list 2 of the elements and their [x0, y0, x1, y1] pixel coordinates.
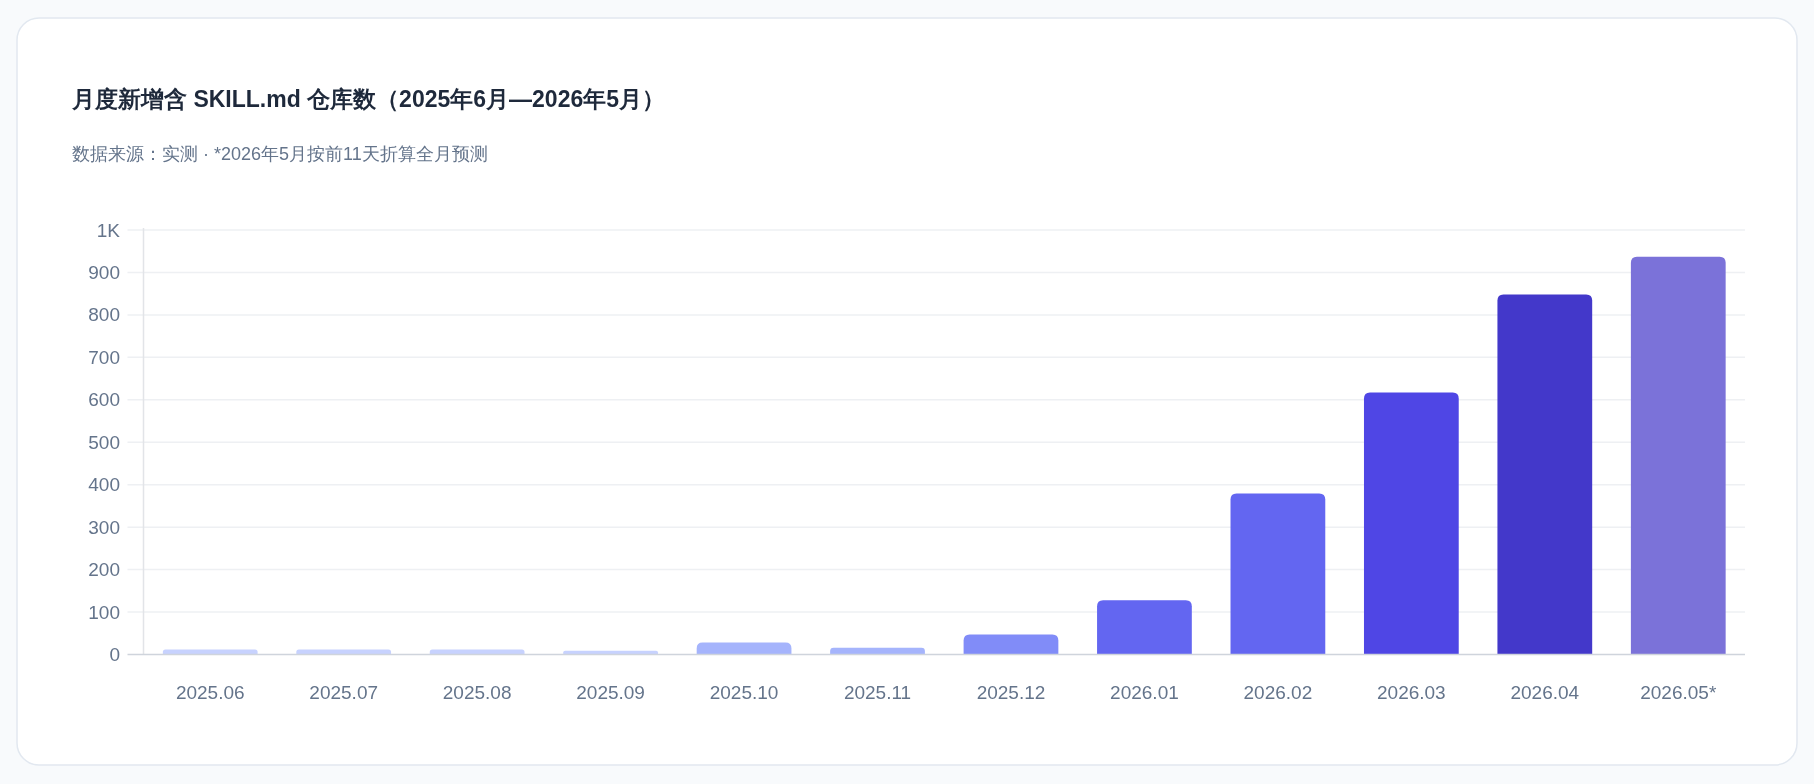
title: 月度新增含 SKILL.md 仓库数（2025年6月—2026年5月） [72, 86, 666, 112]
subtitle: 数据来源：实测 · *2026年5月按前11天折算全月预测 [72, 144, 488, 164]
